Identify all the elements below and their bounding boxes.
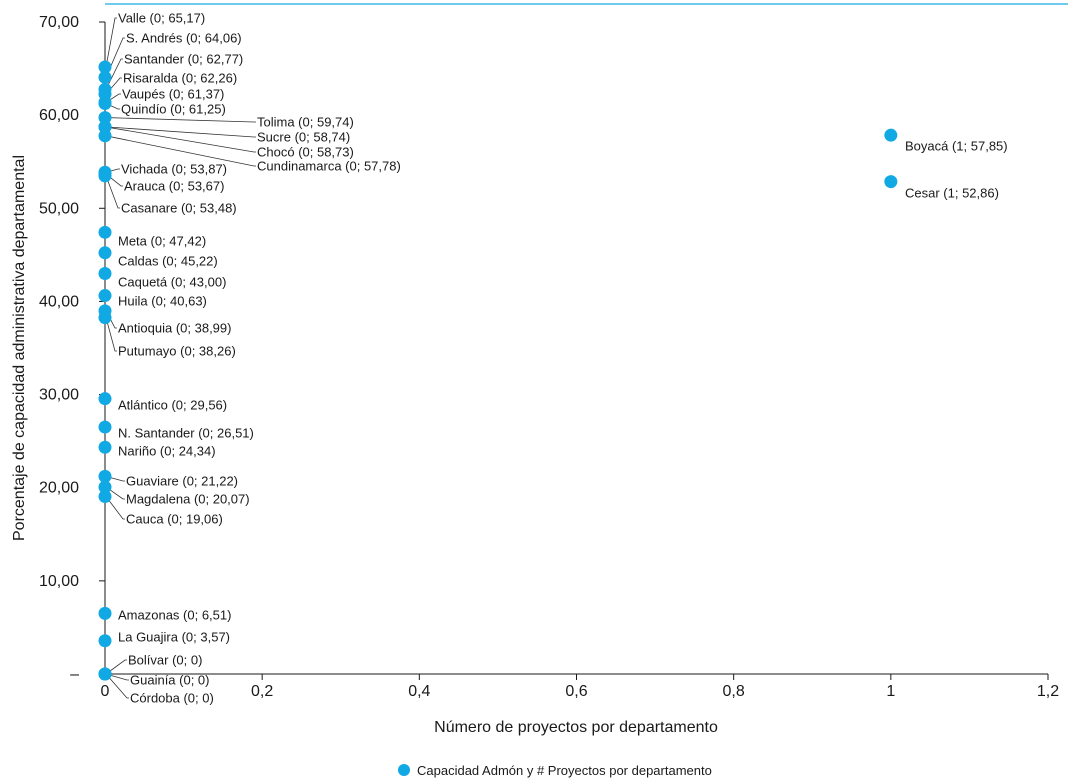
point-label: S. Andrés (0; 64,06): [126, 31, 242, 46]
label-leader-lines: [105, 17, 256, 699]
leader-line: [105, 659, 127, 675]
point-label: N. Santander (0; 26,51): [118, 426, 254, 441]
leader-line: [105, 317, 117, 352]
data-point: [884, 128, 898, 142]
point-label: Boyacá (1; 57,85): [905, 139, 1008, 154]
data-point: [98, 489, 112, 503]
point-label: Arauca (0; 53,67): [124, 179, 224, 194]
x-tick-label: 1: [886, 683, 895, 700]
point-label: Nariño (0; 24,34): [118, 444, 216, 459]
data-point: [98, 129, 112, 143]
data-points: [98, 60, 898, 681]
leader-line: [105, 475, 125, 482]
point-label: Putumayo (0; 38,26): [118, 344, 236, 359]
point-label: Valle (0; 65,17): [118, 11, 205, 26]
point-label: Magdalena (0; 20,07): [126, 492, 250, 507]
point-label: Vichada (0; 53,87): [121, 162, 227, 177]
legend-marker: [398, 764, 410, 776]
x-tick-label: 0,2: [251, 683, 273, 700]
y-ticks: – 10,00 20,00 30,00 40,00 50,00 60,00 70,00: [39, 14, 105, 683]
point-label: Antioquia (0; 38,99): [118, 321, 231, 336]
point-label: Risaralda (0; 62,26): [123, 71, 237, 86]
point-label: Cundinamarca (0; 57,78): [257, 159, 401, 174]
point-label: Caldas (0; 45,22): [118, 254, 218, 269]
point-label: Santander (0; 62,77): [124, 52, 243, 67]
y-tick-label: 20,00: [39, 480, 79, 497]
leader-line: [105, 135, 256, 167]
data-point: [98, 70, 112, 84]
point-label: Quindío (0; 61,25): [121, 102, 226, 117]
point-label: Huila (0; 40,63): [118, 294, 207, 309]
point-label: Bolívar (0; 0): [128, 653, 202, 668]
y-tick-label: 60,00: [39, 107, 79, 124]
data-point: [98, 246, 112, 260]
axes: [104, 22, 1048, 675]
leader-line: [105, 37, 125, 78]
y-axis-title: Porcentaje de capacidad administrativa d…: [11, 155, 28, 541]
point-label: Atlántico (0; 29,56): [118, 398, 227, 413]
y-tick-label: 50,00: [39, 200, 79, 217]
data-point: [98, 392, 112, 406]
data-point: [98, 634, 112, 648]
x-tick-label: 0,4: [408, 683, 430, 700]
x-tick-label: 0: [101, 683, 110, 700]
legend: Capacidad Admón y # Proyectos por depart…: [398, 763, 712, 778]
point-label: Caquetá (0; 43,00): [118, 275, 226, 290]
y-tick-label: –: [70, 666, 79, 683]
leader-line: [105, 673, 129, 699]
point-label: Cesar (1; 52,86): [905, 186, 999, 201]
data-point: [98, 606, 112, 620]
data-point: [98, 480, 112, 494]
x-tick-label: 1,2: [1037, 683, 1059, 700]
y-tick-label: 30,00: [39, 387, 79, 404]
leader-line: [105, 17, 117, 68]
data-point: [98, 169, 112, 183]
leader-line: [105, 117, 256, 123]
data-point: [98, 266, 112, 280]
point-label: Cauca (0; 19,06): [126, 512, 223, 527]
point-label: Chocó (0; 58,73): [257, 145, 354, 160]
point-label: Córdoba (0; 0): [130, 691, 214, 706]
point-label: Meta (0; 47,42): [118, 234, 206, 249]
data-point: [884, 175, 898, 189]
data-point: [98, 420, 112, 434]
y-tick-label: 10,00: [39, 573, 79, 590]
legend-label: Capacidad Admón y # Proyectos por depart…: [417, 763, 712, 778]
data-point: [98, 97, 112, 110]
data-point: [98, 469, 112, 483]
point-label: Casanare (0; 53,48): [121, 201, 237, 216]
point-label: Vaupés (0; 61,37): [122, 87, 224, 102]
point-label: Sucre (0; 58,74): [257, 130, 350, 145]
data-point: [98, 311, 112, 325]
data-point: [98, 225, 112, 239]
leader-line: [105, 126, 256, 138]
point-label: Guaviare (0; 21,22): [126, 474, 238, 489]
point-label: Guainía (0; 0): [130, 673, 210, 688]
y-tick-label: 70,00: [39, 14, 79, 31]
point-label: Tolima (0; 59,74): [257, 115, 354, 130]
data-point: [98, 60, 112, 74]
leader-line: [105, 673, 129, 681]
leader-line: [105, 175, 120, 209]
point-label: Amazonas (0; 6,51): [118, 608, 231, 623]
point-label: La Guajira (0; 3,57): [118, 630, 230, 645]
leader-line: [105, 126, 256, 153]
x-ticks: 0 0,2 0,4 0,6 0,8 1 1,2: [101, 674, 1059, 700]
x-axis-title: Número de proyectos por departamento: [434, 719, 718, 736]
leader-line: [105, 496, 125, 520]
point-labels: Valle (0; 65,17) S. Andrés (0; 64,06) Sant…: [118, 11, 1008, 706]
data-point: [98, 289, 112, 303]
data-point: [98, 440, 112, 454]
y-tick-label: 40,00: [39, 293, 79, 310]
x-tick-label: 0,8: [723, 683, 745, 700]
data-point: [98, 111, 112, 125]
data-point: [98, 667, 112, 681]
leader-line: [105, 486, 125, 500]
x-tick-label: 0,6: [565, 683, 587, 700]
